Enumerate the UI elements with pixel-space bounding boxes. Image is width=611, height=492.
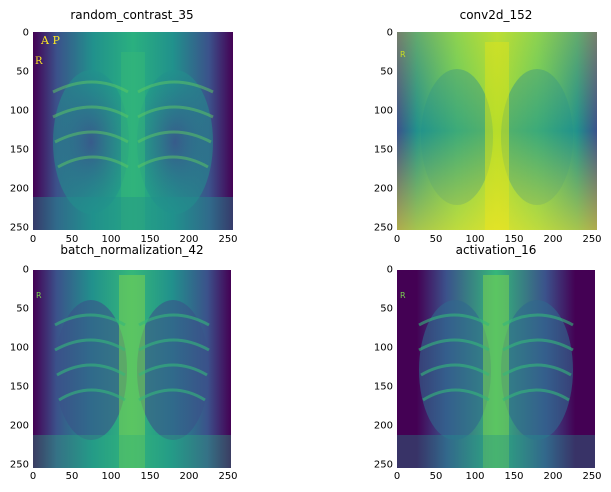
x-tick: 250 <box>582 471 602 482</box>
x-tick: 50 <box>429 471 443 482</box>
x-tick: 200 <box>543 471 563 482</box>
x-tick: 100 <box>101 234 121 245</box>
y-tick: 200 <box>9 183 29 195</box>
x-tick: 150 <box>504 471 524 482</box>
x-tick: 0 <box>393 234 401 245</box>
y-tick: 150 <box>373 381 393 393</box>
xray-image: A P R <box>33 32 233 230</box>
panel-title: batch_normalization_42 <box>60 243 204 257</box>
y-tick: 200 <box>373 183 393 195</box>
y-tick: 0 <box>22 27 29 39</box>
xray-image: R <box>397 270 595 468</box>
x-tick: 200 <box>179 234 199 245</box>
x-tick: 150 <box>140 471 160 482</box>
x-tick: 250 <box>218 471 238 482</box>
y-tick: 50 <box>380 303 393 315</box>
y-tick: 200 <box>373 420 393 432</box>
x-tick: 250 <box>582 234 602 245</box>
x-tick: 50 <box>429 234 443 245</box>
xray-image: R <box>33 270 231 468</box>
x-tick: 50 <box>65 234 79 245</box>
xray-image: R <box>397 32 597 230</box>
y-tick: 50 <box>16 66 29 78</box>
svg-text:R: R <box>36 291 42 300</box>
corner-letters: A P <box>40 34 60 47</box>
svg-text:R: R <box>400 50 406 59</box>
x-tick: 200 <box>543 234 563 245</box>
x-tick: 150 <box>504 234 524 245</box>
y-tick: 250 <box>373 222 393 234</box>
y-tick: 100 <box>9 105 29 117</box>
x-tick: 100 <box>465 234 485 245</box>
y-tick: 150 <box>9 381 29 393</box>
y-tick: 100 <box>373 105 393 117</box>
x-tick: 0 <box>29 471 37 482</box>
x-tick: 0 <box>393 471 401 482</box>
y-tick: 50 <box>16 303 29 315</box>
y-tick: 50 <box>380 66 393 78</box>
x-tick: 200 <box>179 471 199 482</box>
y-tick: 150 <box>9 144 29 156</box>
svg-text:R: R <box>400 291 406 300</box>
x-tick: 50 <box>65 471 79 482</box>
panel-title: activation_16 <box>455 243 537 257</box>
x-tick: 100 <box>465 471 485 482</box>
svg-text:R: R <box>35 56 43 67</box>
panel-title: conv2d_152 <box>459 8 533 22</box>
y-tick: 200 <box>9 420 29 432</box>
y-tick: 250 <box>9 459 29 471</box>
y-tick: 100 <box>373 342 393 354</box>
y-tick: 150 <box>373 144 393 156</box>
panel-title: random_contrast_35 <box>70 8 194 22</box>
y-tick: 250 <box>9 222 29 234</box>
y-tick: 0 <box>386 264 393 276</box>
x-tick: 150 <box>140 234 160 245</box>
y-tick: 0 <box>386 27 393 39</box>
x-tick: 100 <box>101 471 121 482</box>
x-tick: 250 <box>218 234 238 245</box>
x-tick: 0 <box>29 234 37 245</box>
y-tick: 100 <box>9 342 29 354</box>
y-tick: 0 <box>22 264 29 276</box>
y-tick: 250 <box>373 459 393 471</box>
